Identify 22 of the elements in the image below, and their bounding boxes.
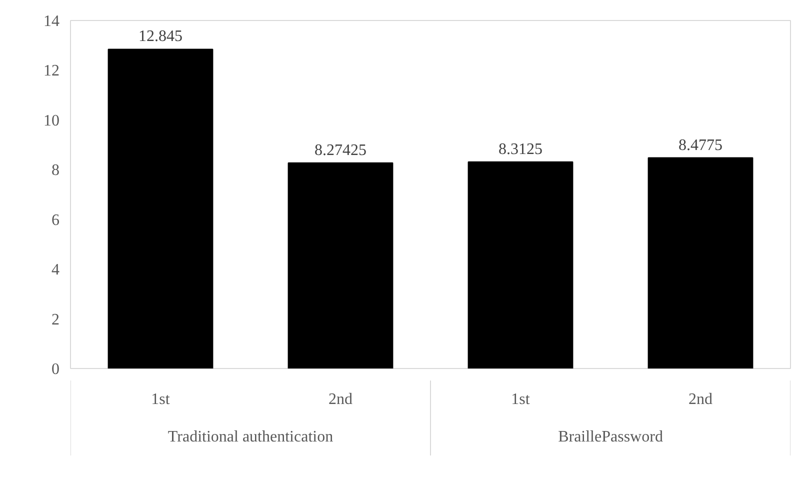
data-label: 8.4775 — [678, 136, 722, 154]
x-tick-label: 1st — [511, 390, 530, 408]
y-tick-label: 6 — [52, 212, 60, 229]
x-tick-label: 2nd — [328, 390, 352, 408]
x-tick-label: 2nd — [688, 390, 712, 408]
y-tick-label: 14 — [44, 13, 60, 30]
data-label: 12.845 — [138, 28, 182, 46]
y-tick-label: 4 — [52, 262, 60, 279]
bar — [648, 157, 754, 368]
y-tick-label: 12 — [44, 62, 60, 80]
bar — [468, 161, 574, 368]
data-label: 8.3125 — [498, 140, 542, 158]
y-tick-label: 8 — [52, 162, 60, 180]
x-tick-label: 1st — [151, 390, 170, 408]
y-tick-label: 2 — [52, 311, 60, 328]
text: Traditional authentication — [168, 428, 334, 446]
data-label: 8.27425 — [314, 142, 366, 159]
y-tick-label: 10 — [44, 112, 60, 130]
text: BraillePassword — [558, 428, 663, 446]
bar — [108, 48, 214, 368]
bar — [288, 162, 394, 368]
y-tick-label: 0 — [52, 361, 60, 378]
